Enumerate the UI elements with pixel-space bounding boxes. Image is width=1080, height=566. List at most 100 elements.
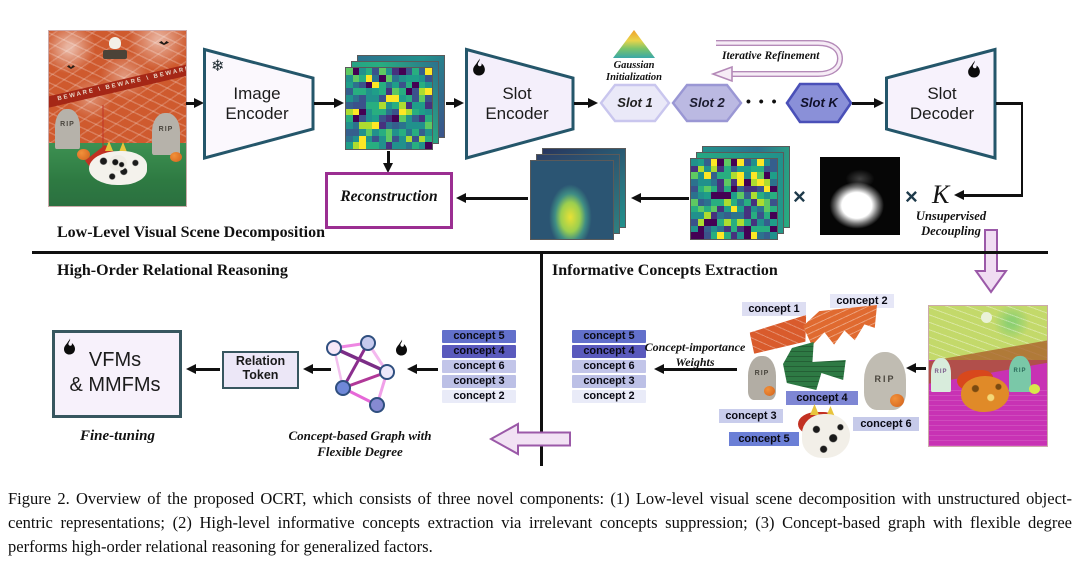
arrow-smooth-recon xyxy=(464,197,528,200)
image-encoder-line2: Encoder xyxy=(225,104,289,124)
feature-layer-front xyxy=(530,160,614,240)
skull-sign xyxy=(109,37,121,49)
fragment-tombstone-right: RIP xyxy=(864,352,906,410)
arrowhead xyxy=(194,98,204,108)
arrow-token-vfms xyxy=(194,368,220,371)
arrow-features-down xyxy=(387,151,390,165)
slot1-hexagon xyxy=(599,83,671,123)
vfms-box xyxy=(52,330,182,418)
fire-icon xyxy=(396,339,407,356)
arrow-bars-graph xyxy=(415,368,438,371)
pitchfork xyxy=(97,105,109,153)
arrow-decoder-elbow-h1 xyxy=(996,102,1023,105)
slot2-label: Slot 2 xyxy=(672,95,742,110)
section-low-level: Low-Level Visual Scene Decomposition xyxy=(57,224,325,242)
alpha-mask xyxy=(820,157,900,235)
slot-dots-text: • • • xyxy=(746,93,779,109)
concept-bar: concept 2 xyxy=(442,390,516,403)
slot-encoder-shape xyxy=(465,47,575,160)
arrowhead xyxy=(874,98,884,108)
concept-bar-text: concept 4 xyxy=(453,345,505,357)
concept-bar-text: concept 5 xyxy=(453,330,505,342)
relation-line1: Relation xyxy=(235,354,286,368)
concept-bar: concept 4 xyxy=(442,345,516,358)
tombstone-rip-text: RIP xyxy=(60,121,75,128)
arrow-decoder-elbow-v xyxy=(1020,102,1023,196)
dog xyxy=(79,141,155,187)
concept-bar: concept 6 xyxy=(572,360,646,373)
tombstone-cyan-left: RIP xyxy=(931,358,951,392)
section-high-order-text: High-Order Relational Reasoning xyxy=(57,262,288,279)
slot1-label: Slot 1 xyxy=(600,95,670,110)
concept-bar: concept 5 xyxy=(572,330,646,343)
slot-decoder-line2: Decoder xyxy=(909,104,975,124)
slot-encoder-label: Slot Encoder xyxy=(473,84,561,124)
arrow-encoder-features xyxy=(314,102,336,105)
concept-chip: concept 4 xyxy=(786,391,858,405)
fragment-grass xyxy=(783,342,846,390)
slot-encoder-line2: Encoder xyxy=(485,104,549,124)
times-text: × xyxy=(905,184,918,209)
gaussian-line2: Initialization xyxy=(605,72,663,84)
arrowhead xyxy=(334,98,344,108)
tombstone-left: RIP xyxy=(55,109,80,149)
gaussian-triangle xyxy=(613,30,655,58)
arrow-weights xyxy=(662,368,737,371)
concept-bar-text: concept 2 xyxy=(583,390,635,402)
concept-bar: concept 4 xyxy=(572,345,646,358)
arrow-slotfeat-weighted xyxy=(639,197,689,200)
tombstone-rip-text: RIP xyxy=(754,370,770,377)
concept-chip-text: concept 6 xyxy=(860,418,912,430)
slot-decoder-label: Slot Decoder xyxy=(896,84,988,124)
unsupervised-line2: Decoupling xyxy=(921,224,981,238)
arrowhead xyxy=(906,363,916,373)
reconstruction-text: Reconstruction xyxy=(340,188,438,205)
vertical-divider xyxy=(540,253,543,466)
arrow-graph-token xyxy=(311,368,331,371)
dog-horn xyxy=(810,404,819,415)
concept-chip-text: concept 3 xyxy=(725,410,777,422)
concept-bar-text: concept 6 xyxy=(453,360,505,372)
weights-line2: Weights xyxy=(675,355,715,369)
reconstruction-label: Reconstruction xyxy=(325,188,453,206)
arrowhead xyxy=(456,193,466,203)
arrowhead xyxy=(654,364,664,374)
dog-body xyxy=(802,414,850,458)
arrow-slotencoder-slot1 xyxy=(574,102,590,105)
concept-bar: concept 6 xyxy=(442,360,516,373)
arrow-slotk-decoder xyxy=(852,102,876,105)
iterative-refinement-arrow xyxy=(710,40,844,83)
slotk-hexagon xyxy=(785,82,853,124)
dog-horn xyxy=(119,142,127,152)
pumpkin xyxy=(764,386,775,396)
arrowhead xyxy=(954,190,964,200)
graph-caption: Concept-based Graph with Flexible Degree xyxy=(280,428,440,461)
image-encoder-shape xyxy=(203,47,315,160)
slotk-label: Slot K xyxy=(786,95,852,110)
arrowhead xyxy=(454,98,464,108)
arrowhead xyxy=(383,163,393,173)
graph-caption-line1: Concept-based Graph with xyxy=(288,428,432,443)
concept-chip-text: concept 2 xyxy=(836,295,888,307)
concept-bar: concept 3 xyxy=(442,375,516,388)
false-color-image: RIP RIP xyxy=(928,305,1048,447)
fragment-wall-2 xyxy=(803,305,877,346)
concept-chip: concept 3 xyxy=(719,409,783,423)
section-informative: Informative Concepts Extraction xyxy=(552,262,778,280)
fragment-tombstone-left: RIP xyxy=(748,356,776,400)
slot-feature-stack xyxy=(690,146,790,240)
tombstone-cyan-right: RIP xyxy=(1009,356,1031,392)
dog-horn xyxy=(105,141,113,151)
reconstruction-box xyxy=(325,172,453,229)
k-text: K xyxy=(932,180,950,209)
dog-falsecolor xyxy=(953,368,1015,414)
fire-icon xyxy=(473,58,485,76)
concept-graph xyxy=(326,335,395,413)
arrow-features-slotencoder xyxy=(446,102,457,105)
iterative-refinement-label: Iterative Refinement xyxy=(722,50,819,62)
concept-bar-text: concept 6 xyxy=(583,360,635,372)
slot2-hexagon xyxy=(671,83,743,123)
snowflake-icon: ❄ xyxy=(211,58,225,75)
concept-chip: concept 2 xyxy=(830,294,894,308)
relation-token-box xyxy=(222,351,299,389)
